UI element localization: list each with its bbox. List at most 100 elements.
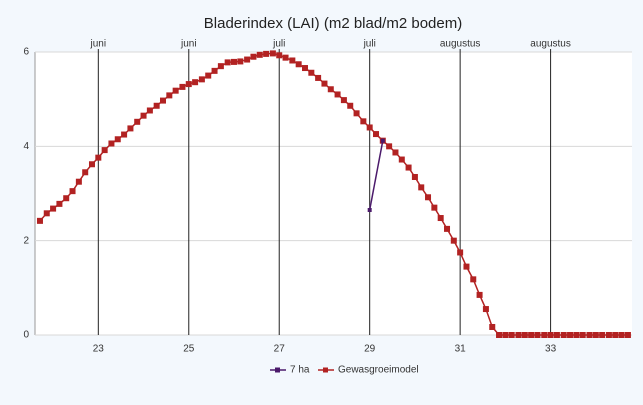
legend-marker	[323, 367, 328, 373]
marker	[398, 156, 405, 163]
marker	[541, 332, 548, 338]
marker	[528, 332, 535, 338]
marker	[463, 263, 470, 270]
marker	[198, 76, 205, 83]
legend-label: Gewasgroeimodel	[338, 365, 419, 376]
marker	[567, 332, 574, 338]
y-tick-label: 2	[23, 235, 29, 246]
marker	[599, 332, 606, 338]
marker	[250, 53, 257, 60]
marker	[624, 332, 631, 338]
marker	[166, 92, 173, 99]
marker	[211, 67, 218, 74]
x-tick-label: 25	[183, 344, 195, 355]
chart-title: Bladerindex (LAI) (m2 blad/m2 bodem)	[204, 15, 462, 32]
marker	[315, 74, 322, 81]
legend-marker	[275, 367, 280, 373]
marker	[63, 195, 70, 202]
marker	[618, 332, 625, 338]
marker	[114, 136, 121, 143]
marker	[457, 249, 464, 256]
marker	[405, 164, 412, 171]
y-tick-label: 6	[23, 47, 29, 58]
marker	[334, 91, 341, 98]
marker	[153, 102, 160, 109]
marker	[146, 107, 153, 114]
marker	[340, 97, 347, 104]
top-tick-label: augustus	[440, 39, 481, 50]
marker	[482, 306, 489, 313]
marker	[425, 194, 432, 201]
marker	[353, 110, 360, 117]
marker	[496, 332, 503, 338]
marker	[308, 69, 315, 76]
marker	[36, 217, 43, 224]
marker	[612, 332, 619, 338]
marker	[321, 80, 328, 87]
x-tick-label: 31	[455, 344, 467, 355]
y-tick-label: 4	[23, 141, 29, 152]
marker	[411, 173, 418, 180]
marker	[327, 86, 334, 93]
top-tick-label: juli	[272, 39, 285, 50]
marker	[579, 332, 586, 338]
marker	[489, 323, 496, 330]
marker	[159, 97, 166, 104]
marker	[282, 54, 289, 61]
marker	[380, 138, 385, 143]
marker	[573, 332, 580, 338]
marker	[392, 149, 399, 156]
y-tick-label: 0	[23, 330, 29, 341]
x-tick-label: 23	[93, 344, 105, 355]
marker	[366, 124, 373, 131]
marker	[605, 332, 612, 338]
marker	[586, 332, 593, 338]
marker	[134, 118, 141, 125]
x-tick-label: 29	[364, 344, 376, 355]
marker	[217, 63, 224, 70]
marker	[450, 237, 457, 244]
marker	[185, 81, 192, 88]
marker	[560, 332, 567, 338]
marker	[75, 178, 82, 185]
marker	[386, 143, 393, 150]
marker	[127, 125, 134, 132]
marker	[231, 58, 237, 65]
x-tick-label: 27	[274, 344, 286, 355]
top-tick-label: juni	[180, 39, 197, 50]
marker	[302, 65, 309, 72]
marker	[82, 169, 89, 176]
marker	[470, 276, 477, 283]
top-tick-label: juni	[90, 39, 107, 50]
marker	[289, 57, 296, 64]
marker	[172, 87, 179, 94]
marker	[508, 332, 515, 338]
legend-label: 7 ha	[290, 365, 310, 376]
marker	[43, 210, 50, 217]
marker	[269, 50, 276, 57]
marker	[367, 208, 372, 213]
marker	[553, 332, 560, 338]
top-tick-label: juli	[363, 39, 376, 50]
marker	[418, 184, 425, 191]
marker	[179, 83, 186, 90]
marker	[521, 332, 528, 338]
marker	[373, 131, 380, 138]
marker	[547, 332, 554, 338]
marker	[592, 332, 599, 338]
marker	[295, 61, 302, 68]
marker	[56, 200, 63, 207]
marker	[224, 59, 231, 66]
marker	[140, 112, 147, 119]
marker	[88, 161, 95, 168]
marker	[101, 147, 108, 154]
marker	[108, 140, 115, 147]
marker	[431, 204, 438, 211]
marker	[256, 51, 263, 58]
marker	[95, 154, 102, 161]
plot-area	[35, 52, 632, 335]
top-tick-label: augustus	[530, 39, 571, 50]
marker	[534, 332, 541, 338]
